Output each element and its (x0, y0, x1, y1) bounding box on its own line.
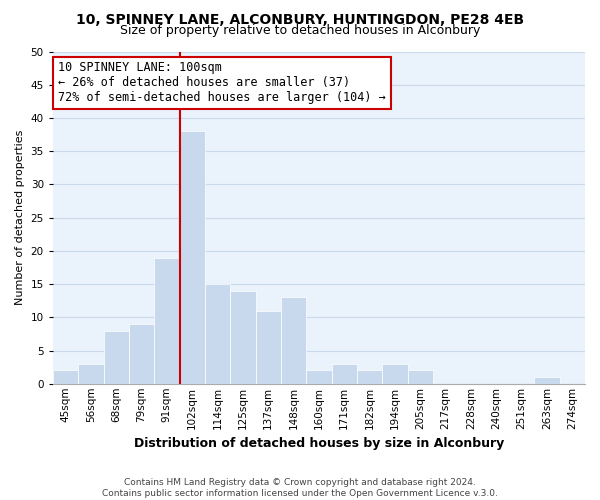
Bar (382, 364, 407, 384)
Y-axis label: Number of detached properties: Number of detached properties (15, 130, 25, 306)
Text: 10 SPINNEY LANE: 100sqm
← 26% of detached houses are smaller (37)
72% of semi-de: 10 SPINNEY LANE: 100sqm ← 26% of detache… (58, 62, 386, 104)
Bar (78, 364, 104, 384)
Bar (230, 290, 256, 384)
Bar (205, 284, 230, 384)
Text: Size of property relative to detached houses in Alconbury: Size of property relative to detached ho… (120, 24, 480, 37)
Text: 10, SPINNEY LANE, ALCONBURY, HUNTINGDON, PE28 4EB: 10, SPINNEY LANE, ALCONBURY, HUNTINGDON,… (76, 12, 524, 26)
Bar (332, 364, 357, 384)
Bar (357, 370, 382, 384)
Bar (306, 370, 332, 384)
Text: Contains HM Land Registry data © Crown copyright and database right 2024.
Contai: Contains HM Land Registry data © Crown c… (102, 478, 498, 498)
Bar (179, 131, 205, 384)
Bar (535, 377, 560, 384)
Bar (281, 298, 306, 384)
Bar (154, 258, 179, 384)
Bar (256, 310, 281, 384)
Bar (53, 370, 78, 384)
Bar (129, 324, 154, 384)
Bar (104, 330, 129, 384)
Bar (407, 370, 433, 384)
X-axis label: Distribution of detached houses by size in Alconbury: Distribution of detached houses by size … (134, 437, 504, 450)
